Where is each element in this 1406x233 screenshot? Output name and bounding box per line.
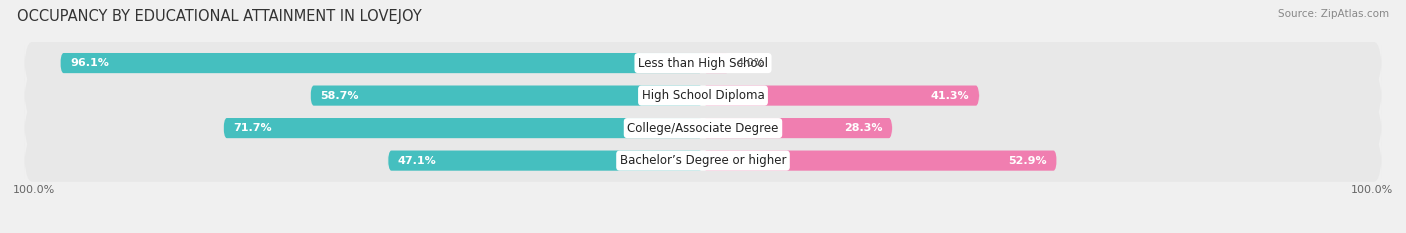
FancyBboxPatch shape	[24, 107, 1382, 149]
Text: College/Associate Degree: College/Associate Degree	[627, 122, 779, 135]
Text: Bachelor’s Degree or higher: Bachelor’s Degree or higher	[620, 154, 786, 167]
Text: Source: ZipAtlas.com: Source: ZipAtlas.com	[1278, 9, 1389, 19]
FancyBboxPatch shape	[703, 86, 979, 106]
FancyBboxPatch shape	[224, 118, 703, 138]
Text: 58.7%: 58.7%	[321, 91, 359, 101]
Text: OCCUPANCY BY EDUCATIONAL ATTAINMENT IN LOVEJOY: OCCUPANCY BY EDUCATIONAL ATTAINMENT IN L…	[17, 9, 422, 24]
Text: 71.7%: 71.7%	[233, 123, 273, 133]
Text: 52.9%: 52.9%	[1008, 156, 1047, 166]
FancyBboxPatch shape	[388, 151, 703, 171]
Text: 4.0%: 4.0%	[737, 58, 765, 68]
Text: High School Diploma: High School Diploma	[641, 89, 765, 102]
Text: 28.3%: 28.3%	[844, 123, 882, 133]
FancyBboxPatch shape	[24, 139, 1382, 182]
FancyBboxPatch shape	[60, 53, 703, 73]
FancyBboxPatch shape	[24, 74, 1382, 117]
Text: 41.3%: 41.3%	[931, 91, 969, 101]
FancyBboxPatch shape	[703, 118, 893, 138]
Text: 47.1%: 47.1%	[398, 156, 437, 166]
Text: Less than High School: Less than High School	[638, 57, 768, 70]
FancyBboxPatch shape	[703, 53, 730, 73]
FancyBboxPatch shape	[24, 42, 1382, 84]
Text: 96.1%: 96.1%	[70, 58, 110, 68]
FancyBboxPatch shape	[311, 86, 703, 106]
FancyBboxPatch shape	[703, 151, 1057, 171]
